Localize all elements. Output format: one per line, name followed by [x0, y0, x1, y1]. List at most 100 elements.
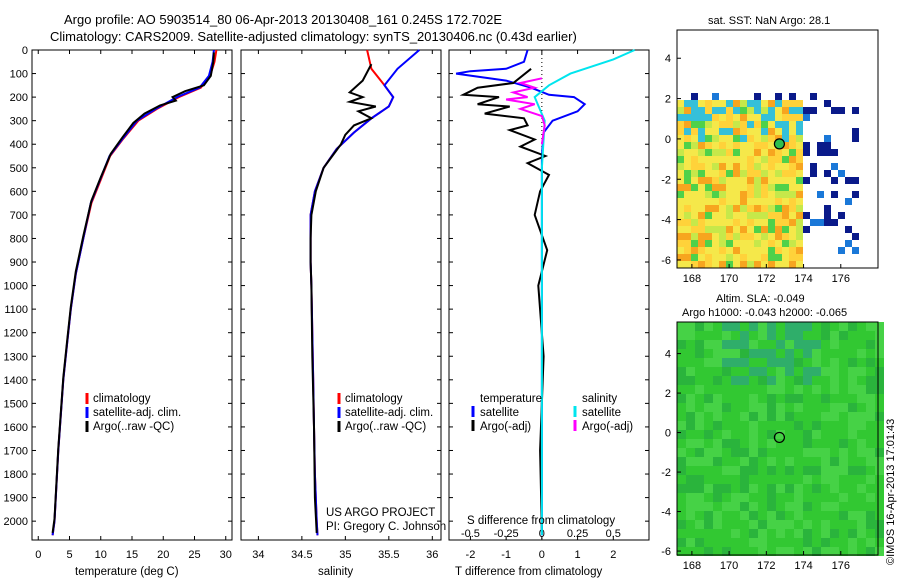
map-cell — [740, 100, 747, 107]
map-cell — [686, 322, 695, 331]
map-cell — [684, 254, 691, 261]
map-cell — [677, 163, 684, 170]
map-cell — [785, 529, 794, 538]
map-cell — [704, 493, 713, 502]
map-cell — [713, 403, 722, 412]
map-cell — [684, 156, 691, 163]
map-cell — [794, 502, 803, 511]
map-cell — [789, 233, 796, 240]
sst-map: 168 170 172 174 176 -6 -4 -2 0 2 4 — [661, 53, 859, 285]
map-cell — [698, 212, 705, 219]
map-cell — [768, 149, 775, 156]
map-cell — [775, 205, 782, 212]
map-cell — [686, 385, 695, 394]
map-cell — [684, 142, 691, 149]
map-cell — [705, 254, 712, 261]
map-cell — [719, 135, 726, 142]
map-cell — [731, 511, 740, 520]
map-cell — [789, 219, 796, 226]
map-cell — [857, 385, 866, 394]
map-x-tick-label: 172 — [757, 273, 775, 285]
map-cell — [747, 226, 754, 233]
map-cell — [695, 376, 704, 385]
map-cell — [740, 177, 747, 184]
map-cell — [824, 142, 831, 149]
map-cell — [713, 466, 722, 475]
map-cell — [785, 412, 794, 421]
map-cell — [796, 261, 803, 268]
map-cell — [684, 128, 691, 135]
map-cell — [796, 226, 803, 233]
map-cell — [767, 502, 776, 511]
map-cell — [691, 142, 698, 149]
map-cell — [775, 128, 782, 135]
map-cell — [733, 156, 740, 163]
map-cell — [768, 240, 775, 247]
map-cell — [754, 240, 761, 247]
map-cell — [691, 93, 698, 100]
map-cell — [695, 367, 704, 376]
x-tick-label: 35.5 — [378, 549, 399, 561]
map-cell — [812, 385, 821, 394]
map-cell — [713, 331, 722, 340]
map-cell — [857, 520, 866, 529]
map-cell — [726, 247, 733, 254]
map-cell — [875, 331, 884, 340]
map-cell — [733, 219, 740, 226]
map-cell — [794, 331, 803, 340]
map-cell — [733, 142, 740, 149]
map-cell — [677, 177, 684, 184]
map-cell — [796, 212, 803, 219]
map-cell — [740, 367, 749, 376]
salinity-panel — [240, 49, 442, 541]
map-cell — [789, 254, 796, 261]
map-cell — [713, 439, 722, 448]
map-cell — [749, 439, 758, 448]
map-cell — [782, 142, 789, 149]
map-cell — [830, 340, 839, 349]
map-cell — [731, 484, 740, 493]
map-cell — [866, 430, 875, 439]
map-cell — [768, 121, 775, 128]
map-cell — [740, 156, 747, 163]
map-cell — [875, 493, 884, 502]
map-cell — [704, 367, 713, 376]
map-cell — [719, 198, 726, 205]
map-cell — [789, 142, 796, 149]
map-cell — [782, 198, 789, 205]
map-cell — [821, 430, 830, 439]
map-cell — [866, 412, 875, 421]
map-cell — [677, 376, 686, 385]
map-cell — [761, 261, 768, 268]
map-cell — [712, 219, 719, 226]
map-cell — [726, 240, 733, 247]
map-cell — [749, 493, 758, 502]
map-cell — [758, 493, 767, 502]
map-cell — [821, 349, 830, 358]
map-cell — [749, 322, 758, 331]
map-cell — [695, 457, 704, 466]
map-cell — [789, 198, 796, 205]
map-cell — [767, 385, 776, 394]
map-cell — [767, 412, 776, 421]
map-cell — [830, 529, 839, 538]
map-cell — [803, 142, 810, 149]
map-cell — [747, 205, 754, 212]
map-cell — [785, 493, 794, 502]
map-cell — [839, 493, 848, 502]
map-cell — [866, 511, 875, 520]
map-cell — [719, 212, 726, 219]
map-y-tick-label: 4 — [665, 53, 671, 65]
map-cell — [794, 493, 803, 502]
map-cell — [722, 547, 731, 556]
map-cell — [740, 142, 747, 149]
map-cell — [803, 376, 812, 385]
map-cell — [758, 547, 767, 556]
map-cell — [875, 502, 884, 511]
map-cell — [695, 430, 704, 439]
map-cell — [677, 457, 686, 466]
map-cell — [698, 233, 705, 240]
map-cell — [810, 219, 817, 226]
map-cell — [677, 219, 684, 226]
map-cell — [704, 340, 713, 349]
